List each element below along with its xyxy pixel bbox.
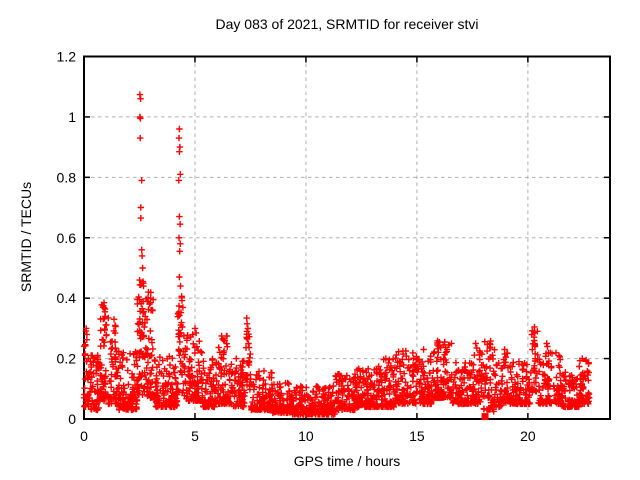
- y-tick-label: 0: [68, 411, 76, 427]
- x-tick-label: 20: [520, 428, 536, 444]
- x-tick-label: 5: [191, 428, 199, 444]
- y-tick-label: 0.8: [57, 169, 77, 185]
- y-tick-label: 0.6: [57, 230, 77, 246]
- chart-title: Day 083 of 2021, SRMTID for receiver stv…: [215, 16, 479, 32]
- x-axis-label: GPS time / hours: [293, 453, 401, 469]
- x-tick-label: 15: [409, 428, 425, 444]
- scatter-points: [80, 91, 593, 418]
- x-tick-label: 10: [298, 428, 314, 444]
- y-tick-label: 1: [68, 109, 76, 125]
- y-tick-label: 0.4: [57, 290, 77, 306]
- x-tick-label: 0: [80, 428, 88, 444]
- y-tick-label: 1.2: [57, 49, 77, 65]
- scatter-square-point: [481, 413, 489, 421]
- y-tick-label: 0.2: [57, 351, 77, 367]
